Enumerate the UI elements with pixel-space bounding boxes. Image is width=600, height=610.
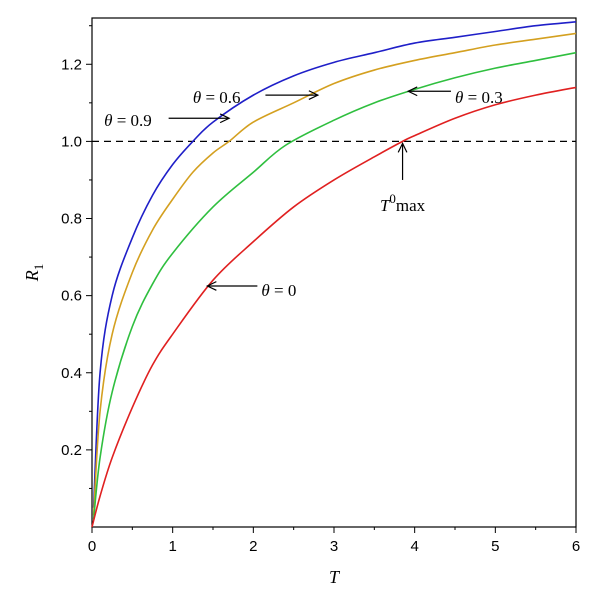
plot-frame	[91, 17, 577, 528]
tmax-arrow	[397, 142, 408, 180]
x-tick-label: 4	[410, 538, 418, 555]
y-tick-label: 0.8	[61, 211, 82, 228]
annotation-theta: θ	[261, 281, 269, 300]
tmax-sup: 0	[389, 191, 396, 206]
x-tick-label: 1	[168, 538, 176, 555]
annotation-theta: θ	[104, 111, 112, 130]
y-tick-label: 0.4	[61, 365, 82, 382]
series-line-3	[91, 86, 577, 528]
arrow-head	[205, 281, 217, 291]
series-line-0	[92, 21, 577, 508]
x-axis-label: T	[329, 567, 341, 587]
arrow-head	[406, 86, 418, 97]
tmax-main: T	[380, 196, 391, 215]
series-line-2	[92, 51, 577, 520]
x-tick-label: 5	[491, 538, 499, 555]
arrow-head	[397, 142, 408, 153]
tmax-suffix: max	[396, 196, 426, 215]
annotation-label-ann-06: θ = 0.6	[193, 88, 241, 107]
y-tick-label: 1.0	[61, 133, 82, 150]
x-tick-label: 6	[572, 538, 580, 555]
arrow-head	[308, 90, 320, 101]
x-tick-label: 3	[330, 538, 338, 555]
annotation-value: = 0.6	[201, 88, 240, 107]
annotation-value: = 0.9	[112, 111, 151, 130]
annotation-arrow-ann-09	[168, 113, 231, 124]
y-tick-label: 0.6	[61, 288, 82, 305]
annotation-label-ann-03: θ = 0.3	[455, 88, 503, 107]
annotation-theta: θ	[193, 88, 201, 107]
annotation-label-ann-09: θ = 0.9	[104, 111, 152, 130]
annotation-label-ann-0: θ = 0	[261, 281, 296, 300]
annotation-arrow-ann-0	[205, 281, 258, 291]
y-tick-label: 0.2	[61, 442, 82, 459]
y-axis-label-main: R	[22, 270, 42, 282]
annotation-arrow-ann-06	[265, 90, 320, 101]
x-tick-label: 0	[88, 538, 96, 555]
arrow-head	[219, 113, 231, 124]
series-line-1	[92, 32, 577, 516]
y-tick-label: 1.2	[61, 56, 82, 73]
y-axis-label: R1	[22, 264, 46, 283]
y-axis-label-subscript: 1	[31, 264, 46, 271]
tmax-label: T0max	[380, 191, 426, 215]
x-tick-label: 2	[249, 538, 257, 555]
annotation-theta: θ	[455, 88, 463, 107]
annotation-value: = 0.3	[463, 88, 502, 107]
annotation-value: = 0	[270, 281, 297, 300]
annotation-arrow-ann-03	[406, 86, 451, 97]
